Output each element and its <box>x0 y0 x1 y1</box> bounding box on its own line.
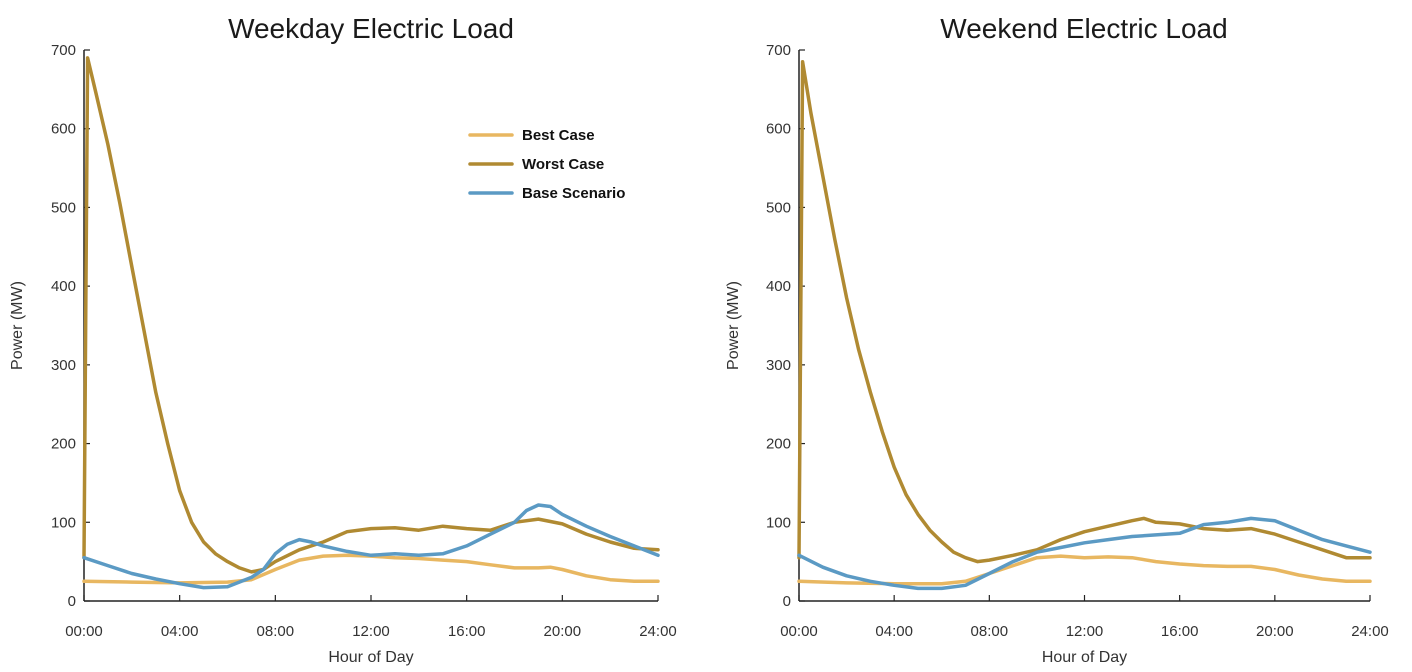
weekend-base-scenario-line <box>797 516 1372 591</box>
weekend-y-tick-label: 300 <box>766 357 791 374</box>
legend-entry-label: Best Case <box>522 127 595 144</box>
weekend-y-tick-label: 200 <box>766 436 791 453</box>
weekend-x-axis-label: Hour of Day <box>1042 649 1127 666</box>
weekend-y-tick-label: 700 <box>766 42 791 59</box>
weekday-y-tick-label: 500 <box>51 199 76 216</box>
weekend-y-tick-label: 500 <box>766 199 791 216</box>
weekend-chart-title: Weekend Electric Load <box>940 13 1227 44</box>
weekend-x-tick-label: 00:00 <box>780 623 818 640</box>
weekday-y-axis-label: Power (MW) <box>9 281 26 370</box>
weekday-worst-case-line <box>82 56 660 574</box>
weekend-x-tick-label: 12:00 <box>1066 623 1104 640</box>
weekday-y-tick-label: 300 <box>51 357 76 374</box>
weekday-chart-panel: Weekday Electric Load 0 100 200 300 400 500 600… <box>9 13 677 666</box>
weekend-best-case-line <box>797 554 1372 586</box>
weekday-legend: Best Case Worst Case Base Scenario <box>468 127 625 202</box>
weekday-best-case-line <box>82 553 660 585</box>
weekday-x-tick-label: 20:00 <box>544 623 582 640</box>
weekday-y-tick-label: 600 <box>51 121 76 138</box>
weekday-base-scenario-line <box>82 503 660 590</box>
weekend-chart-panel: Weekend Electric Load 0 100 200 300 400 500 600… <box>725 13 1389 666</box>
weekend-y-axis-label: Power (MW) <box>725 281 742 370</box>
weekday-x-tick-label: 00:00 <box>65 623 103 640</box>
weekday-x-tick-label: 12:00 <box>352 623 390 640</box>
weekend-x-tick-label: 20:00 <box>1256 623 1294 640</box>
weekend-worst-case-line <box>797 60 1372 564</box>
weekday-chart-title: Weekday Electric Load <box>228 13 514 44</box>
weekend-y-tick-label: 400 <box>766 278 791 295</box>
weekday-x-axis-label: Hour of Day <box>328 649 413 666</box>
legend-entry-label: Base Scenario <box>522 185 625 202</box>
weekend-y-tick-label: 100 <box>766 514 791 531</box>
weekend-y-tick-label: 0 <box>783 593 791 610</box>
weekday-x-tick-label: 08:00 <box>257 623 295 640</box>
weekday-y-tick-label: 0 <box>68 593 76 610</box>
weekday-x-tick-label: 16:00 <box>448 623 486 640</box>
legend-entry-label: Worst Case <box>522 156 604 173</box>
weekday-y-tick-label: 100 <box>51 514 76 531</box>
weekend-x-tick-label: 16:00 <box>1161 623 1199 640</box>
weekday-y-tick-label: 700 <box>51 42 76 59</box>
weekend-x-tick-label: 24:00 <box>1351 623 1389 640</box>
weekend-x-tick-label: 08:00 <box>971 623 1009 640</box>
weekday-y-tick-label: 200 <box>51 436 76 453</box>
weekday-x-tick-label: 04:00 <box>161 623 199 640</box>
weekday-x-tick-label: 24:00 <box>639 623 677 640</box>
weekday-y-tick-label: 400 <box>51 278 76 295</box>
weekend-y-tick-label: 600 <box>766 121 791 138</box>
weekend-x-tick-label: 04:00 <box>875 623 913 640</box>
